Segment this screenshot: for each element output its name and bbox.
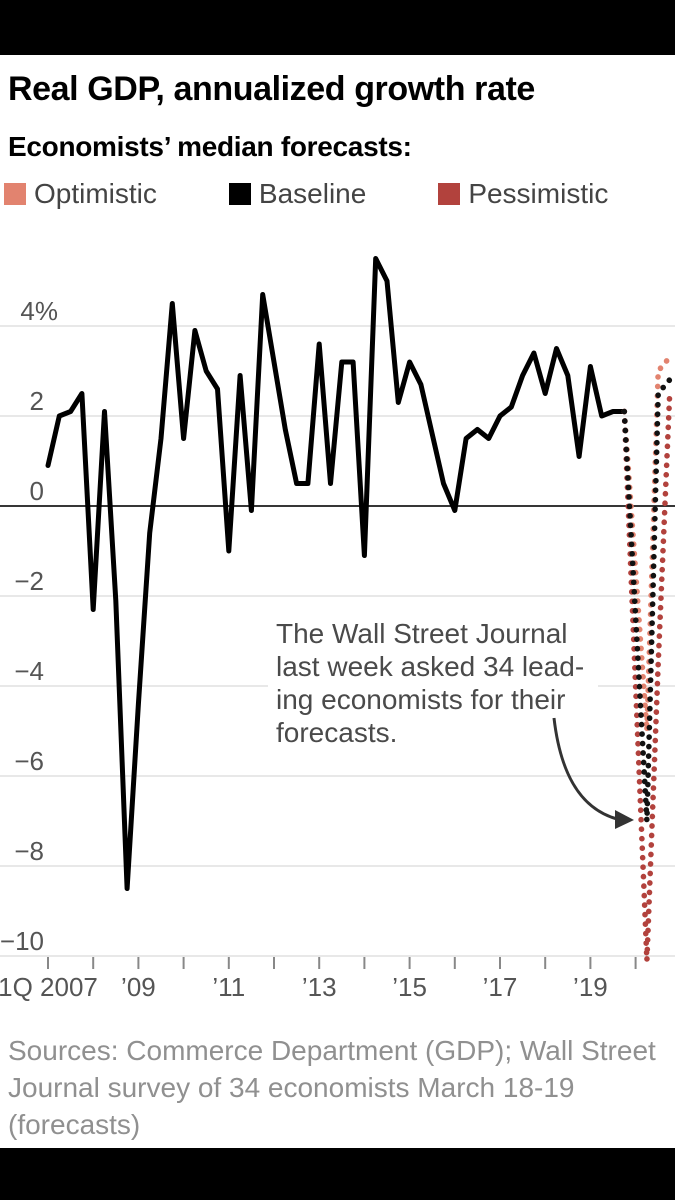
source-line-3: (forecasts) <box>8 1109 141 1140</box>
x-axis-label: ’17 <box>483 972 518 1002</box>
annotation-line-1: The Wall Street Journal <box>276 618 568 649</box>
y-axis-label: −6 <box>14 746 44 776</box>
x-axis-ticks <box>47 957 637 969</box>
forecast-line-pessimistic <box>621 395 673 961</box>
x-axis-label: ’11 <box>212 972 245 1002</box>
baseline-swatch-icon <box>228 183 251 205</box>
page-title: Real GDP, annualized growth rate <box>8 70 535 108</box>
source-line-2: Journal survey of 34 economists March 18… <box>8 1072 575 1103</box>
legend-label-baseline: Baseline <box>258 178 367 209</box>
x-axis-label: ’09 <box>121 972 156 1002</box>
chart-subtitle: Economists’ median forecasts: <box>8 131 412 162</box>
annotation-line-4: forecasts. <box>276 717 397 748</box>
source-line-1: Sources: Commerce Department (GDP); Wall… <box>8 1035 656 1066</box>
legend-label-optimistic: Optimistic <box>34 178 157 209</box>
y-axis-label: 0 <box>30 476 44 506</box>
x-axis-label: 1Q 2007 <box>0 972 98 1002</box>
annotation-line-3: ing economists for their <box>276 684 565 715</box>
top-status-bar <box>0 0 675 55</box>
actual-line-group <box>45 256 627 891</box>
x-axis-label: ’15 <box>392 972 427 1002</box>
arrow-curve <box>552 717 618 821</box>
annotation-line-2: last week asked 34 lead- <box>276 651 584 682</box>
bottom-status-bar <box>0 1148 675 1200</box>
x-axis-label: ’19 <box>573 972 608 1002</box>
forecast-line-baseline <box>621 377 673 822</box>
x-axis-label: ’13 <box>302 972 337 1002</box>
chart-legend: Optimistic Baseline Pessimistic <box>4 178 608 210</box>
y-axis-label: −8 <box>14 836 44 866</box>
optimistic-swatch-icon <box>4 183 26 205</box>
gdp-actual-line <box>45 256 627 891</box>
y-axis-label: −10 <box>0 926 44 956</box>
pessimistic-swatch-icon <box>438 183 461 205</box>
x-axis-labels: 1Q 2007 ’09 ’11 ’13 ’15 ’17 ’19 <box>0 972 608 1002</box>
legend-item-baseline: Baseline <box>228 178 367 210</box>
y-axis-label: −2 <box>14 566 44 596</box>
legend-item-pessimistic: Pessimistic <box>438 178 608 210</box>
gdp-chart: 4% 2 0 −2 −4 −6 −8 −10 1Q 2007 ’09 ’11 ’13 ’15 ’17 ’1… <box>0 256 675 1002</box>
y-axis-labels: 4% 2 0 −2 −4 −6 −8 −10 <box>0 296 58 956</box>
annotation-arrow <box>552 717 634 829</box>
arrow-head-icon <box>615 810 634 829</box>
legend-item-optimistic: Optimistic <box>4 178 157 210</box>
y-axis-label: 2 <box>30 386 44 416</box>
forecast-dots-group <box>621 354 673 961</box>
annotation-background <box>268 612 598 752</box>
y-axis-label: −4 <box>14 656 44 686</box>
annotation: The Wall Street Journal last week asked … <box>268 612 598 752</box>
y-axis-label: 4% <box>20 296 58 326</box>
forecast-line-optimistic <box>621 354 673 732</box>
source-note: Sources: Commerce Department (GDP); Wall… <box>8 1032 668 1143</box>
legend-label-pessimistic: Pessimistic <box>468 178 609 209</box>
